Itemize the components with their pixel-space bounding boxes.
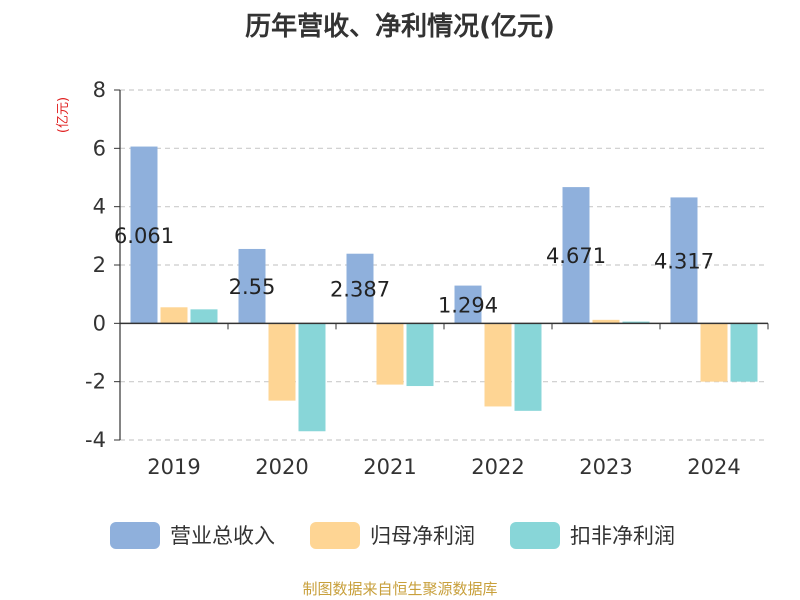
bars (130, 146, 758, 432)
legend-label: 营业总收入 (170, 524, 275, 548)
bar (160, 307, 188, 324)
y-tick-label: -4 (85, 428, 106, 452)
y-tick-label: 0 (93, 311, 106, 335)
legend-swatch (110, 522, 160, 549)
bar (592, 319, 620, 324)
bar (376, 323, 404, 385)
legend-item[interactable]: 营业总收入 (110, 522, 275, 549)
data-label: 4.671 (546, 244, 606, 268)
bar (730, 323, 758, 382)
data-label: 2.55 (229, 275, 276, 299)
x-tick-label: 2020 (255, 455, 308, 479)
data-label: 1.294 (438, 293, 498, 317)
source-note: 制图数据来自恒生聚源数据库 (302, 580, 498, 598)
bar (298, 323, 326, 432)
legend[interactable]: 营业总收入 归母净利润 扣非净利润 (110, 522, 675, 549)
y-tick-label: -2 (85, 370, 106, 394)
bar (346, 253, 374, 324)
y-tick-label: 4 (93, 195, 106, 219)
grid-lines (120, 89, 768, 441)
data-label: 2.387 (330, 278, 390, 302)
x-tick-label: 2023 (579, 455, 632, 479)
y-tick-label: 8 (93, 78, 106, 102)
data-label: 4.317 (654, 249, 714, 273)
bar (622, 321, 650, 324)
bar (238, 248, 266, 324)
legend-item[interactable]: 扣非净利润 (510, 522, 675, 549)
data-labels: 6.061 2.55 2.387 1.294 4.671 4.317 (114, 224, 714, 318)
bar (514, 323, 542, 411)
x-tick-label: 2024 (687, 455, 740, 479)
legend-item[interactable]: 归母净利润 (310, 522, 475, 549)
bar (406, 323, 434, 387)
chart-title: 历年营收、净利情况(亿元) (245, 12, 555, 42)
bar (190, 309, 218, 324)
x-tick-label: 2022 (471, 455, 524, 479)
axes: -4 -2 0 2 4 6 8 2019 2020 2021 2022 2023 2024 (85, 78, 769, 479)
legend-label: 归母净利润 (370, 524, 475, 548)
bar (268, 323, 296, 401)
data-label: 6.061 (114, 224, 174, 248)
bar (670, 197, 698, 324)
x-tick-label: 2019 (147, 455, 200, 479)
legend-swatch (310, 522, 360, 549)
legend-swatch (510, 522, 560, 549)
bar (130, 146, 158, 324)
y-tick-label: 6 (93, 136, 106, 160)
x-tick-label: 2021 (363, 455, 416, 479)
bar (454, 285, 482, 324)
bar (700, 323, 728, 382)
legend-label: 扣非净利润 (570, 524, 675, 548)
y-axis-label: (亿元) (56, 97, 71, 133)
bar (562, 187, 590, 324)
y-tick-label: 2 (93, 253, 106, 277)
bar (484, 323, 512, 407)
